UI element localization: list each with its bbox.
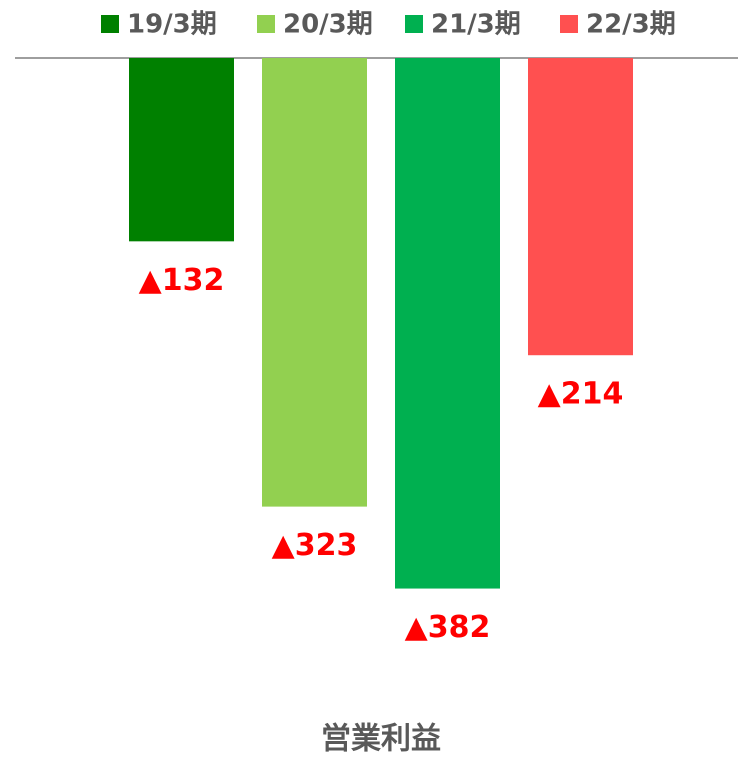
- legend-label: 21/3期: [431, 10, 521, 40]
- data-label: ▲214: [538, 377, 624, 412]
- bar: [528, 58, 633, 356]
- data-label: ▲132: [139, 263, 225, 298]
- data-label: ▲323: [272, 528, 358, 563]
- bar: [129, 58, 234, 242]
- legend-label: 19/3期: [127, 10, 217, 40]
- legend-swatch: [257, 15, 275, 33]
- legend-swatch: [560, 15, 578, 33]
- legend-swatch: [101, 15, 119, 33]
- bar: [262, 58, 367, 507]
- legend-label: 22/3期: [586, 10, 676, 40]
- legend-swatch: [405, 15, 423, 33]
- legend-label: 20/3期: [283, 10, 373, 40]
- bar: [395, 58, 500, 589]
- data-label: ▲382: [405, 610, 491, 645]
- x-tick-label: 営業利益: [321, 722, 441, 757]
